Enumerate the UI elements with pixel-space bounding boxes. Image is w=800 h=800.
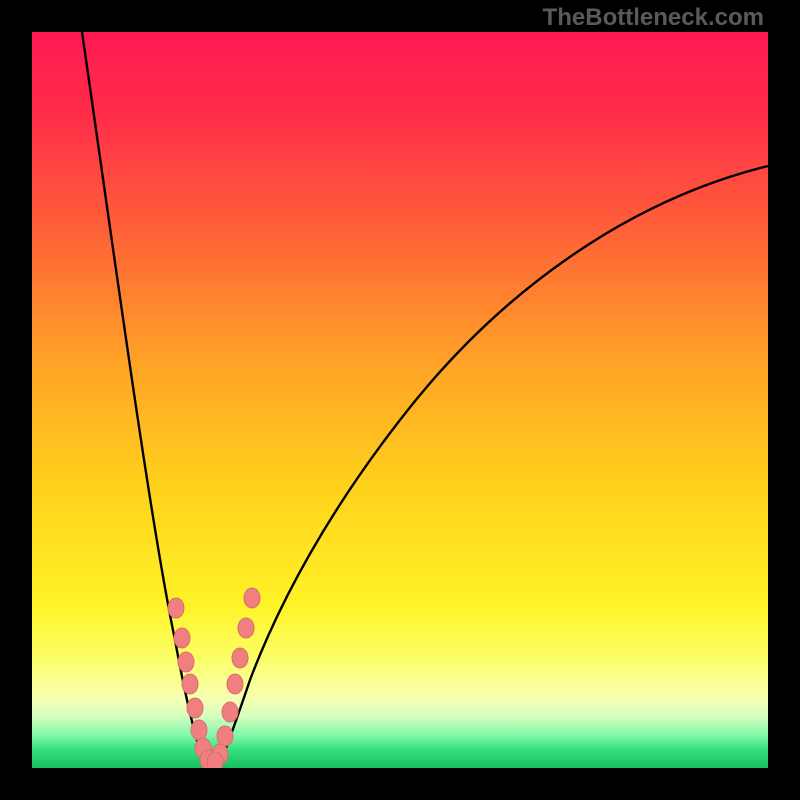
marker-right-0 xyxy=(244,588,260,608)
marker-right-3 xyxy=(227,674,243,694)
chart-frame: TheBottleneck.com xyxy=(0,0,800,800)
marker-left-3 xyxy=(182,674,198,694)
bottleneck-chart xyxy=(0,0,800,800)
marker-right-4 xyxy=(222,702,238,722)
watermark-text: TheBottleneck.com xyxy=(543,4,764,32)
marker-left-0 xyxy=(168,598,184,618)
marker-left-4 xyxy=(187,698,203,718)
marker-right-5 xyxy=(217,726,233,746)
marker-right-2 xyxy=(232,648,248,668)
plot-gradient-background xyxy=(32,32,768,768)
frame-border-bottom xyxy=(0,768,800,800)
marker-left-2 xyxy=(178,652,194,672)
frame-border-right xyxy=(768,0,800,800)
marker-left-1 xyxy=(174,628,190,648)
marker-left-5 xyxy=(191,720,207,740)
frame-border-left xyxy=(0,0,32,800)
marker-right-1 xyxy=(238,618,254,638)
